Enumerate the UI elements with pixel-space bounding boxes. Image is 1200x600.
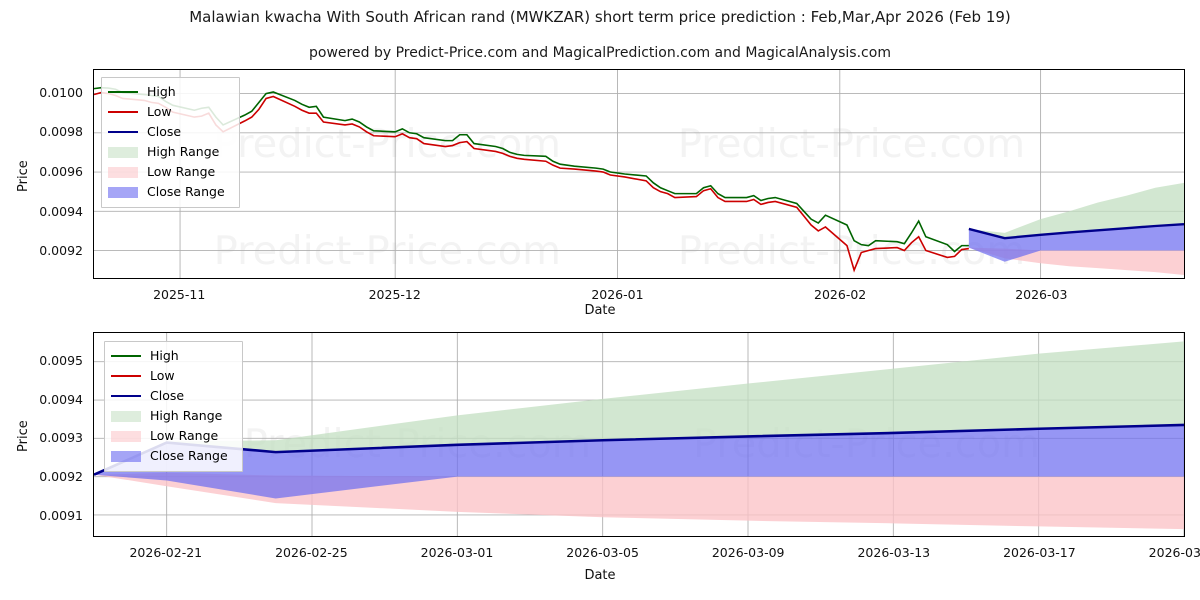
x-tick-label: 2026-03-21	[1148, 545, 1200, 560]
legend-label: Low Range	[150, 428, 219, 443]
legend-swatch-low	[108, 106, 138, 119]
x-tick-label: 2025-12	[368, 287, 421, 302]
x-tick-label: 2026-03-01	[420, 545, 494, 560]
y-tick-label: 0.0096	[39, 164, 83, 180]
y-tick-label: 0.0094	[39, 391, 83, 407]
legend-item-low-range: Low Range	[111, 426, 235, 446]
x-tick-label: 2026-03	[1015, 287, 1068, 302]
legend-swatch-close-range	[108, 186, 138, 199]
legend-label: High	[150, 348, 179, 363]
legend-swatch-high	[108, 86, 138, 99]
legend-item-high-range: High Range	[108, 142, 232, 162]
legend-label: Close	[147, 124, 182, 139]
legend-swatch-close-range	[111, 450, 141, 463]
legend-item-close: Close	[108, 122, 232, 142]
x-tick-label: 2026-02-25	[275, 545, 348, 560]
legend-label: Low	[147, 104, 172, 119]
watermark: Predict-Price.com	[678, 121, 1025, 167]
legend-marker	[108, 91, 138, 94]
legend-marker	[108, 166, 138, 178]
watermark: Predict-Price.com	[214, 228, 561, 274]
legend-label: Close Range	[147, 184, 225, 199]
legend-swatch-high-range	[108, 146, 138, 159]
close-line	[968, 223, 1184, 240]
legend-marker	[111, 430, 141, 442]
legend-label: Low	[150, 368, 175, 383]
legend-item-close-range: Close Range	[108, 182, 232, 202]
x-tick-label: 2026-03-09	[711, 545, 785, 560]
legend-item-high: High	[108, 82, 232, 102]
legend-marker	[111, 355, 141, 358]
x-tick-label: 2026-02	[814, 287, 867, 302]
legend-item-high: High	[111, 346, 235, 366]
legend-label: High Range	[147, 144, 220, 159]
legend-label: High Range	[150, 408, 223, 423]
y-tick-label: 0.0094	[39, 203, 83, 219]
page-subtitle: powered by Predict-Price.com and Magical…	[309, 45, 891, 61]
close-range-band	[94, 424, 1184, 499]
legend-swatch-low-range	[108, 166, 138, 179]
high-range-band	[94, 341, 1184, 475]
x-tick-label: 2026-01	[591, 287, 644, 302]
legend-label: Low Range	[147, 164, 216, 179]
legend-marker	[108, 146, 138, 158]
legend-item-low: Low	[111, 366, 235, 386]
legend-label: Close	[150, 388, 185, 403]
legend-marker	[111, 375, 141, 378]
legend-label: Close Range	[150, 448, 228, 463]
legend-marker	[111, 395, 141, 398]
legend-item-close-range: Close Range	[111, 446, 235, 466]
legend-detail: High Low Close High Range Low Range Close Ran…	[104, 341, 243, 472]
y-tick-label: 0.0091	[39, 507, 83, 523]
legend-swatch-low	[111, 370, 141, 383]
overview-chart-panel: Predict-Price.com Predict-Price.com Predic…	[93, 69, 1185, 279]
legend-marker	[108, 131, 138, 134]
x-tick-label: 2026-03-05	[566, 545, 639, 560]
y-tick-label: 0.0095	[39, 353, 83, 368]
legend-item-low: Low	[108, 102, 232, 122]
legend-overview: High Low Close High Range Low Range Close Ran…	[101, 77, 240, 208]
legend-item-close: Close	[111, 386, 235, 406]
watermark: Predict-Price.com	[214, 121, 561, 167]
legend-marker	[111, 450, 141, 462]
legend-marker	[111, 410, 141, 422]
legend-swatch-close	[111, 390, 141, 403]
x-tick-label: 2026-02-21	[129, 545, 203, 560]
y-tick-label: 0.0092	[39, 469, 83, 485]
x-tick-label: 2026-03-13	[857, 545, 931, 560]
y-tick-label: 0.0092	[39, 243, 83, 259]
x-tick-label: 2026-03-17	[1003, 545, 1076, 560]
legend-marker	[108, 186, 138, 198]
close-range-band	[968, 224, 1184, 262]
legend-swatch-high	[111, 350, 141, 363]
high-range-band	[968, 182, 1184, 239]
legend-label: High	[147, 84, 176, 99]
y-tick-label: 0.0100	[39, 84, 83, 100]
y-tick-label: 0.0098	[39, 124, 83, 140]
axis-label-x-overview: Date	[584, 303, 616, 318]
x-tick-label: 2025-11	[153, 287, 206, 302]
y-tick-label: 0.0093	[39, 430, 83, 446]
legend-swatch-high-range	[111, 410, 141, 423]
legend-item-high-range: High Range	[111, 406, 235, 426]
overview-plot: Predict-Price.com Predict-Price.com Predic…	[94, 70, 1184, 278]
axis-label-x-detail: Date	[584, 568, 616, 583]
legend-swatch-close	[108, 126, 138, 139]
page-title: Malawian kwacha With South African rand …	[189, 8, 1011, 26]
legend-swatch-low-range	[111, 430, 141, 443]
legend-marker	[108, 111, 138, 114]
legend-item-low-range: Low Range	[108, 162, 232, 182]
